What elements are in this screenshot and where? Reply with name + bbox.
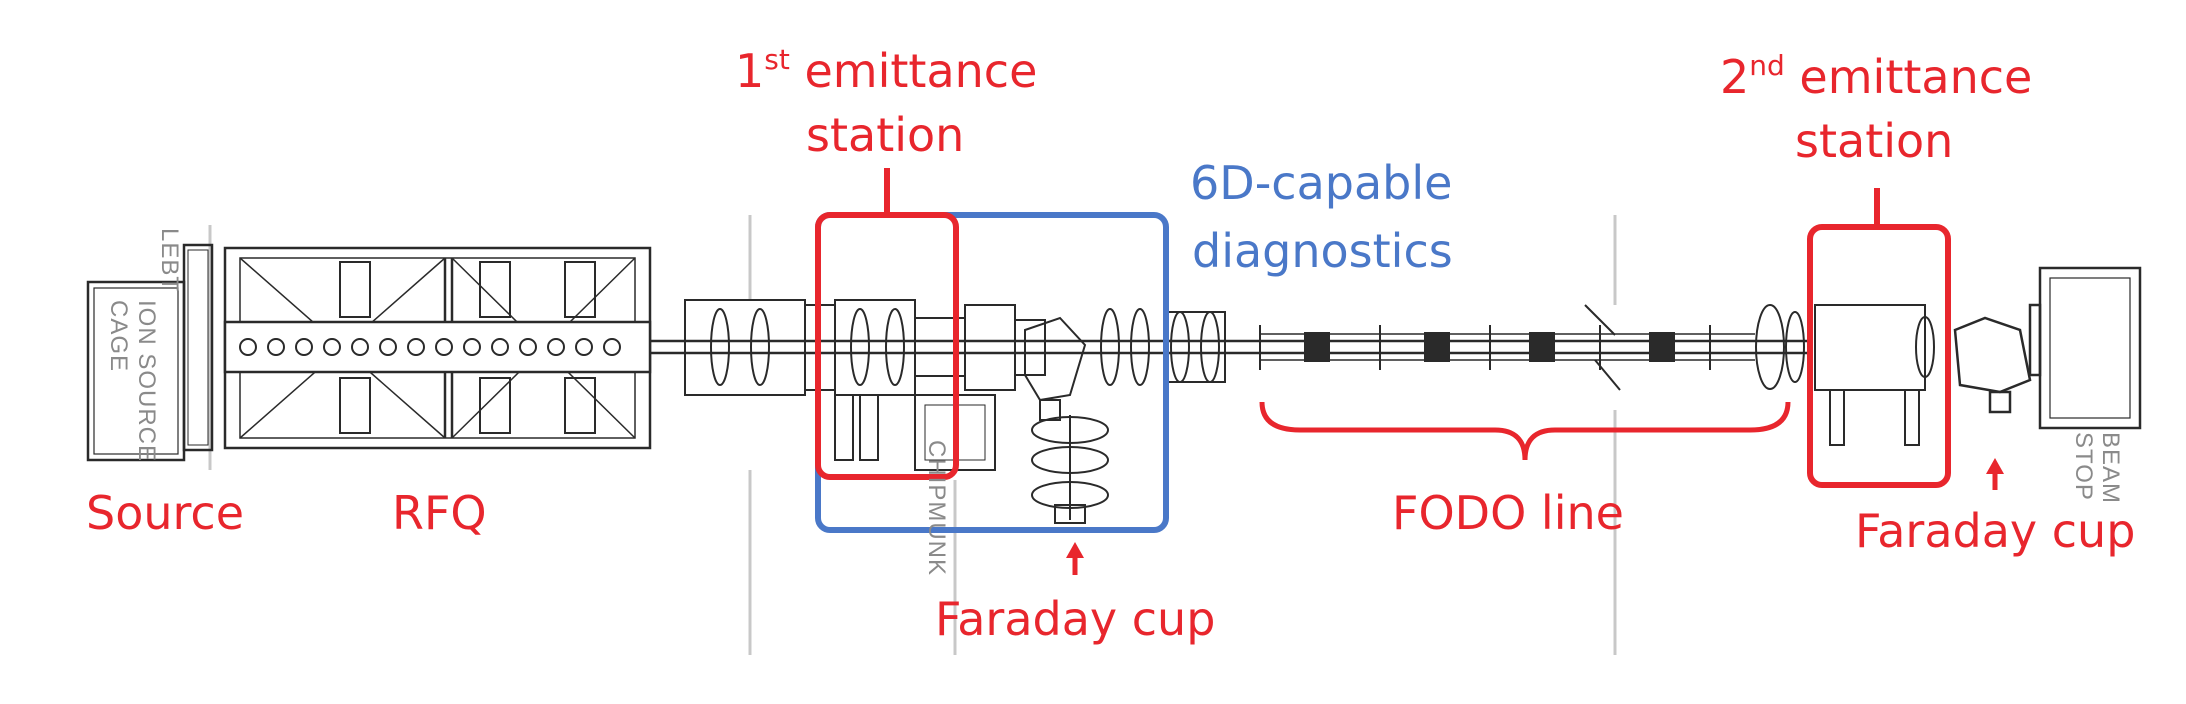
beam-pipe xyxy=(650,333,1810,361)
cage-label: CAGE xyxy=(105,300,132,373)
ion-source-cage xyxy=(86,243,214,462)
fodo-quadrupoles xyxy=(1259,304,1711,391)
rfq-structure xyxy=(223,246,652,450)
emittance-station-2-title: 2nd emittance xyxy=(1720,49,2033,104)
faraday-cup-label-1: Faraday cup xyxy=(935,592,1216,646)
emittance-station-1-subtitle: station xyxy=(806,108,965,162)
fodo-line-label: FODO line xyxy=(1392,486,1624,540)
source-label: Source xyxy=(86,486,244,540)
annotation-boxes xyxy=(815,168,1951,533)
diagnostics-hardware xyxy=(914,311,1226,524)
beam-stop xyxy=(1953,266,2142,430)
diagnostics-subtitle: diagnostics xyxy=(1192,224,1453,278)
section-divider-lines xyxy=(208,215,1617,655)
emittance-station-2-subtitle: station xyxy=(1795,114,1954,168)
emittance-box-2 xyxy=(1807,224,1951,488)
emittance-station-1-title: 1st emittance xyxy=(735,43,1038,98)
rfq-label: RFQ xyxy=(392,486,487,540)
ion-source-label: ION SOURCE xyxy=(133,300,160,463)
diagnostics-box xyxy=(815,212,1169,533)
chipmunk-label: CHIPMUNK xyxy=(923,440,950,577)
faraday-arrows xyxy=(1066,458,2004,575)
diagnostics-title: 6D-capable xyxy=(1190,156,1453,210)
mebt-components xyxy=(684,299,1150,461)
lebt-label: LEBT xyxy=(156,228,183,293)
beam-stop-label-2: STOP xyxy=(2070,432,2097,501)
fodo-brace xyxy=(1259,401,1791,461)
faraday-cup-label-2: Faraday cup xyxy=(1855,504,2136,558)
beam-stop-label-1: BEAM xyxy=(2097,432,2124,505)
emittance-station-2-hardware xyxy=(1755,304,1935,446)
